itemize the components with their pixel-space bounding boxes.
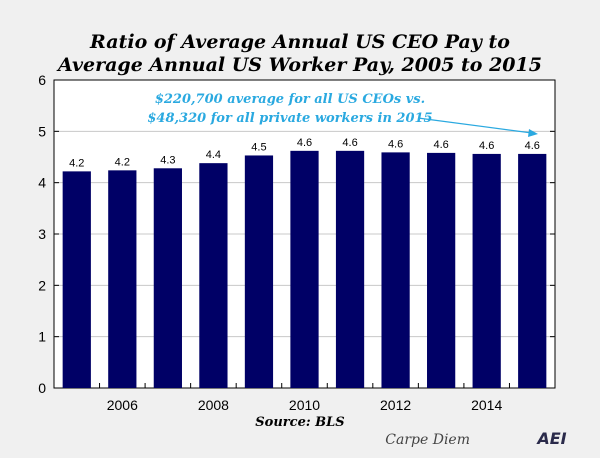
data-labels: 4.2 4.2 4.3 4.4 4.5 4.6 4.6 4.6 4.6 4.6 4.6 bbox=[69, 137, 540, 170]
data-label-2006: 4.2 bbox=[115, 156, 130, 168]
data-label-2015: 4.6 bbox=[525, 140, 540, 152]
x-tick-label: 2014 bbox=[471, 397, 502, 413]
blog-name: Carpe Diem bbox=[385, 432, 470, 448]
x-axis: 2006 2008 2010 2012 2014 bbox=[99, 383, 510, 413]
bars bbox=[62, 150, 547, 388]
x-tick-label: 2012 bbox=[380, 397, 411, 413]
bar-2006 bbox=[108, 170, 137, 388]
bar-2008 bbox=[199, 163, 228, 388]
annotation-line-1: $220,700 average for all US CEOs vs. bbox=[155, 92, 425, 107]
bar-2010 bbox=[290, 150, 319, 388]
x-tick-label: 2010 bbox=[289, 397, 320, 413]
y-tick-label: 0 bbox=[38, 380, 46, 396]
bar-2013 bbox=[427, 152, 456, 388]
data-label-2014: 4.6 bbox=[479, 140, 494, 152]
data-label-2008: 4.4 bbox=[206, 149, 221, 161]
source-note: Source: BLS bbox=[255, 415, 344, 430]
y-tick-label: 6 bbox=[38, 72, 46, 88]
bar-2009 bbox=[244, 155, 274, 388]
bar-2005 bbox=[62, 171, 91, 388]
data-label-2013: 4.6 bbox=[433, 139, 448, 151]
aei-logo: AEI bbox=[535, 429, 566, 448]
data-label-2005: 4.2 bbox=[69, 157, 84, 169]
chart-title-line-1: Ratio of Average Annual US CEO Pay to bbox=[89, 31, 510, 53]
y-tick-label: 3 bbox=[38, 226, 46, 242]
y-tick-label: 5 bbox=[38, 123, 46, 139]
data-label-2011: 4.6 bbox=[342, 137, 357, 149]
data-label-2012: 4.6 bbox=[388, 138, 403, 150]
x-tick-label: 2006 bbox=[107, 397, 138, 413]
data-label-2007: 4.3 bbox=[160, 154, 175, 166]
y-tick-label: 4 bbox=[38, 175, 46, 191]
annotation-line-2: $48,320 for all private workers in 2015 bbox=[147, 111, 432, 126]
bar-2007 bbox=[153, 168, 182, 388]
chart-title-line-2: Average Annual US Worker Pay, 2005 to 20… bbox=[56, 54, 542, 76]
bar-2011 bbox=[335, 150, 365, 388]
y-axis: 0 1 2 3 4 5 6 bbox=[38, 72, 555, 396]
bar-2014 bbox=[472, 153, 501, 388]
y-tick-label: 2 bbox=[38, 277, 46, 293]
annotation-arrow bbox=[417, 117, 538, 137]
bar-2015 bbox=[518, 153, 547, 388]
data-label-2010: 4.6 bbox=[297, 137, 312, 149]
bar-2012 bbox=[381, 152, 410, 388]
data-label-2009: 4.5 bbox=[251, 141, 266, 153]
x-tick-label: 2008 bbox=[198, 397, 229, 413]
y-tick-label: 1 bbox=[38, 329, 46, 345]
